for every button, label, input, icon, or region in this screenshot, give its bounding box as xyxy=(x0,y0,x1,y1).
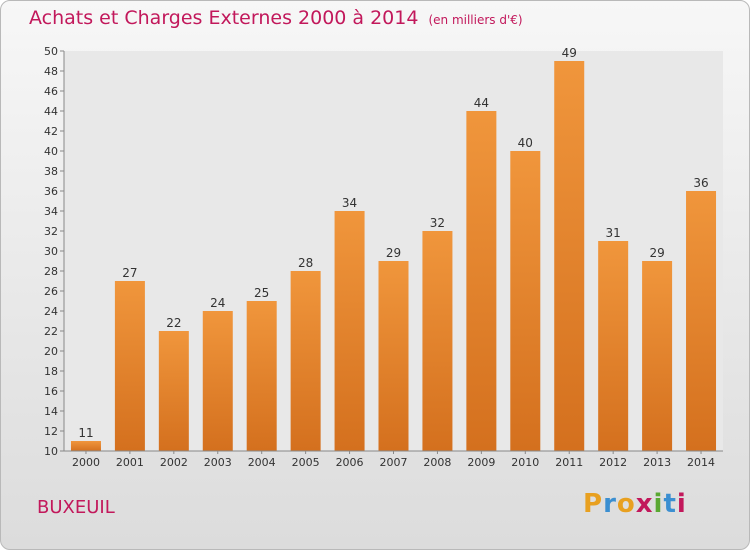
x-tick-label: 2006 xyxy=(336,456,364,469)
x-tick-label: 2000 xyxy=(72,456,100,469)
x-tick-label: 2011 xyxy=(555,456,583,469)
data-label-2000: 11 xyxy=(78,426,93,440)
logo-letter: i xyxy=(653,489,664,519)
y-tick-label: 10 xyxy=(44,445,58,458)
y-tick-label: 28 xyxy=(44,265,58,278)
bar-2005 xyxy=(290,271,321,451)
y-tick-label: 34 xyxy=(44,205,58,218)
x-tick-label: 2013 xyxy=(643,456,671,469)
data-label-2006: 34 xyxy=(342,196,357,210)
bar-2008 xyxy=(422,231,453,451)
y-tick-label: 38 xyxy=(44,165,58,178)
bar-2009 xyxy=(466,111,497,451)
y-tick-label: 42 xyxy=(44,125,58,138)
data-label-2009: 44 xyxy=(474,96,489,110)
x-tick-label: 2004 xyxy=(248,456,276,469)
data-label-2010: 40 xyxy=(518,136,533,150)
x-tick-label: 2007 xyxy=(380,456,408,469)
x-tick-label: 2003 xyxy=(204,456,232,469)
y-tick-label: 22 xyxy=(44,325,58,338)
y-tick-label: 48 xyxy=(44,65,58,78)
y-tick-label: 30 xyxy=(44,245,58,258)
bar-2010 xyxy=(510,151,541,451)
data-label-2005: 28 xyxy=(298,256,313,270)
bar-2000 xyxy=(70,441,101,451)
y-tick-label: 36 xyxy=(44,185,58,198)
y-tick-label: 14 xyxy=(44,405,58,418)
bar-2002 xyxy=(158,331,189,451)
data-label-2012: 31 xyxy=(606,226,621,240)
data-label-2002: 22 xyxy=(166,316,181,330)
data-label-2001: 27 xyxy=(122,266,137,280)
y-tick-label: 20 xyxy=(44,345,58,358)
x-tick-label: 2005 xyxy=(292,456,320,469)
y-tick-label: 16 xyxy=(44,385,58,398)
data-label-2003: 24 xyxy=(210,296,225,310)
x-tick-label: 2012 xyxy=(599,456,627,469)
logo-letter: t xyxy=(663,489,677,519)
y-tick-label: 32 xyxy=(44,225,58,238)
bar-2006 xyxy=(334,211,365,451)
data-label-2004: 25 xyxy=(254,286,269,300)
chart-title-text: Achats et Charges Externes 2000 à 2014 xyxy=(29,7,419,29)
bar-2011 xyxy=(554,61,585,451)
chart-subtitle: (en milliers d'€) xyxy=(428,13,523,27)
y-tick-label: 40 xyxy=(44,145,58,158)
data-label-2008: 32 xyxy=(430,216,445,230)
logo-letter: P xyxy=(583,489,604,519)
data-label-2013: 29 xyxy=(649,246,664,260)
bar-2001 xyxy=(114,281,145,451)
y-tick-label: 50 xyxy=(44,45,58,58)
chart-title: Achats et Charges Externes 2000 à 2014 (e… xyxy=(29,7,523,29)
y-tick-label: 12 xyxy=(44,425,58,438)
y-tick-label: 26 xyxy=(44,285,58,298)
bar-2007 xyxy=(378,261,409,451)
y-tick-label: 24 xyxy=(44,305,58,318)
x-tick-label: 2014 xyxy=(687,456,715,469)
place-name: BUXEUIL xyxy=(37,497,115,518)
bar-2004 xyxy=(246,301,277,451)
x-tick-label: 2002 xyxy=(160,456,188,469)
x-tick-label: 2009 xyxy=(467,456,495,469)
y-tick-label: 44 xyxy=(44,105,58,118)
logo-letter: r xyxy=(603,489,617,519)
y-tick-label: 18 xyxy=(44,365,58,378)
bar-2012 xyxy=(598,241,629,451)
logo-letter: o xyxy=(616,489,636,519)
x-tick-label: 2010 xyxy=(511,456,539,469)
x-tick-label: 2008 xyxy=(423,456,451,469)
bar-2014 xyxy=(686,191,717,451)
bar-2003 xyxy=(202,311,233,451)
logo-letter: i xyxy=(676,489,687,519)
bar-2013 xyxy=(642,261,673,451)
data-label-2011: 49 xyxy=(562,46,577,60)
data-label-2014: 36 xyxy=(693,176,708,190)
logo-letter: x xyxy=(635,489,654,519)
y-tick-label: 46 xyxy=(44,85,58,98)
proxiti-logo: Proxiti xyxy=(583,489,687,519)
x-tick-label: 2001 xyxy=(116,456,144,469)
data-label-2007: 29 xyxy=(386,246,401,260)
